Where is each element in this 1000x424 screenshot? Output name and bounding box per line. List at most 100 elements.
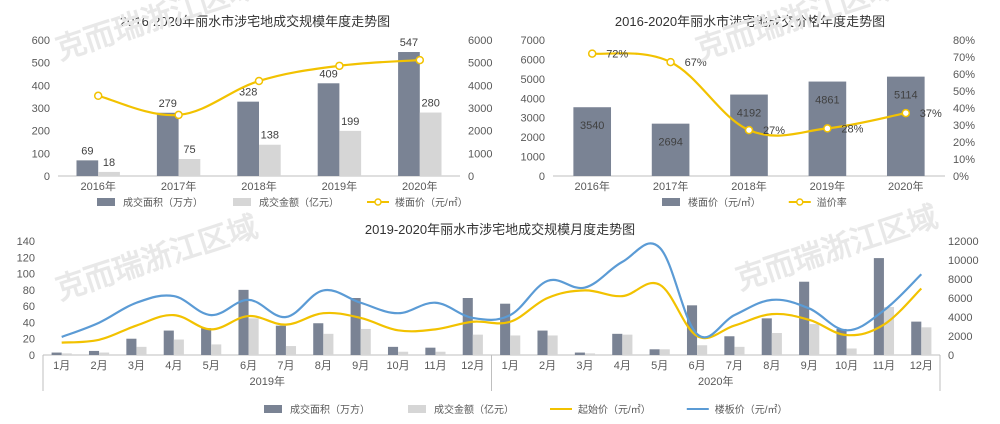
left-tick-label: 5000 [521,74,545,86]
group-label: 2019年 [250,374,285,388]
legend: 成交面积（万方） 成交金额（亿元） 楼面价（元/㎡） [97,196,468,209]
bar-data-label: 279 [159,98,177,110]
category-label: 5月 [651,360,668,372]
right-tick-label: 0 [948,350,954,362]
bar [61,353,72,355]
bar [259,144,281,176]
left-tick-label: 300 [32,103,50,115]
bar [730,94,768,176]
legend: 成交面积（万方） 成交金额（亿元） 起始价（元/㎡） 楼板价（元/㎡） [264,403,788,416]
bar [510,335,521,355]
bar [697,345,708,355]
line-point [901,108,911,118]
right-tick-label: 6000 [948,293,972,305]
bar [398,351,409,355]
left-tick-label: 2000 [521,132,545,144]
legend-label: 成交金额（亿元） [259,196,339,209]
chart-monthly-scale: 2019-2020年丽水市涉宅地成交规模月度走势图 0 20 40 60 80 100 12… [17,222,979,416]
bar-data-label: 4192 [737,108,761,120]
bar-data-label: 69 [81,145,93,157]
category-label: 2019年 [322,179,357,193]
right-tick-label: 30% [953,120,975,132]
left-tick-label: 40 [23,317,35,329]
line-point [666,57,675,67]
bar [873,258,884,355]
right-tick-label: 1000 [468,148,492,160]
category-label: 3月 [128,360,145,372]
bar [211,344,222,355]
left-tick-label: 100 [17,269,35,281]
category-label: 9月 [801,360,818,372]
bar [537,330,548,355]
series-line [61,281,923,344]
right-tick-label: 40% [953,103,975,115]
left-tick-label: 200 [32,126,50,138]
bar [201,328,212,355]
line-point [174,110,183,120]
bar-data-label: 75 [183,144,195,156]
left-tick-label: 500 [32,58,50,70]
line-point [823,124,832,133]
legend-marker [796,198,804,206]
watermark: 克而瑞浙江区域 [692,0,902,67]
legend-label: 楼板价（元/㎡） [715,403,788,416]
category-label: 2017年 [653,179,688,193]
bar [237,101,259,176]
bar [462,298,473,355]
legend-bar-swatch [233,198,251,206]
bar-data-label: 409 [319,68,337,80]
line-point [744,125,754,135]
category-label: 2017年 [161,179,196,193]
bar [659,349,670,355]
bar [339,130,362,176]
bar [238,289,249,355]
category-label: 2016年 [574,179,609,193]
left-tick-label: 80 [23,285,35,297]
category-label: 2019年 [810,179,845,193]
bar [584,353,596,355]
legend-bar-swatch [408,405,426,413]
chart-title: 2016-2020年丽水市涉宅地成交规模年度走势图 [120,14,390,29]
bar [649,349,660,355]
bar [419,112,442,176]
bar [472,334,483,355]
right-tick-label: 50% [953,86,975,98]
bar [651,123,690,176]
right-tick-label: 8000 [948,274,972,286]
left-tick-label: 400 [32,80,50,92]
series-line [61,242,923,339]
bar [163,330,174,355]
category-label: 6月 [689,360,706,372]
bar-data-label: 18 [103,157,115,169]
line-data-label: 67% [685,57,707,69]
category-label: 8月 [763,360,780,372]
category-label: 10月 [386,360,409,372]
bar-data-label: 547 [400,37,418,49]
bar [911,321,922,355]
bar [836,328,847,355]
bar [734,346,745,355]
bar [350,298,361,355]
legend-label: 起始价（元/㎡） [578,403,651,416]
bar [573,107,612,176]
right-tick-label: 10% [953,154,975,166]
legend: 楼面价（元/㎡） 溢价率 [662,196,847,209]
left-tick-label: 0 [29,350,35,362]
category-label: 2月 [539,360,556,372]
bar [622,334,633,355]
legend-label: 成交面积（万方） [290,403,370,416]
legend-label: 楼面价（元/㎡） [688,196,761,209]
bar [761,318,772,355]
bar [883,306,895,355]
watermark: 克而瑞浙江区域 [732,200,942,296]
bar [612,333,623,355]
line-data-label: 72% [606,49,628,61]
bar [173,339,184,355]
bar [51,352,62,355]
bar [275,325,286,355]
bar [771,333,782,355]
bar [99,352,110,355]
bar-data-label: 280 [421,98,439,110]
category-label: 3月 [576,360,593,372]
